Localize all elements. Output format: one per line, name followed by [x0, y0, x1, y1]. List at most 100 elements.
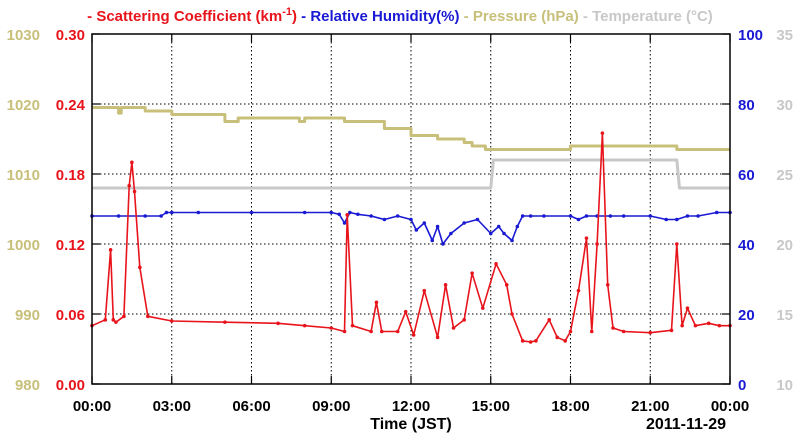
chart-legend: - Scattering Coefficient (km-1) - Relati…: [87, 6, 713, 25]
data-point: [169, 210, 174, 215]
legend-item: - Relative Humidity(%): [297, 8, 460, 25]
data-point: [568, 329, 573, 334]
data-point: [422, 288, 427, 293]
data-point: [329, 210, 334, 215]
data-point: [568, 214, 573, 218]
x-tick-label: 21:00: [631, 398, 669, 415]
temperature-tick-label: 35: [776, 27, 793, 44]
pressure-tick-label: 980: [15, 377, 40, 394]
data-point: [600, 131, 605, 135]
series-scattering-coefficient: [90, 131, 732, 344]
data-point: [249, 210, 254, 215]
x-tick-label: 06:00: [232, 398, 270, 415]
data-point: [504, 283, 509, 287]
humidity-tick-label: 100: [738, 27, 763, 44]
data-point: [563, 339, 567, 343]
data-point: [488, 231, 493, 236]
x-tick-label: 00:00: [73, 398, 111, 415]
data-point: [342, 221, 347, 225]
series-temperature: [92, 158, 730, 190]
data-point: [584, 214, 589, 218]
data-point: [130, 160, 134, 165]
data-point: [449, 231, 453, 236]
data-point: [675, 242, 679, 246]
series-relative-humidity: [90, 210, 732, 246]
pressure-tick-label: 1000: [7, 237, 40, 254]
data-point: [589, 329, 594, 334]
data-point: [122, 314, 126, 319]
data-point: [714, 210, 719, 215]
data-point: [441, 242, 445, 246]
data-point: [114, 320, 118, 324]
data-point: [648, 214, 653, 218]
data-point: [348, 210, 352, 215]
data-point: [605, 283, 610, 287]
pressure-tick-label: 1010: [7, 167, 40, 184]
data-point: [534, 339, 538, 343]
data-point: [302, 323, 307, 328]
pressure-tick-label: 990: [15, 307, 40, 324]
data-point: [510, 238, 514, 243]
data-point: [608, 214, 613, 218]
axis-labels: 98099010001010102010300.000.060.120.180.…: [7, 27, 793, 415]
data-point: [528, 214, 533, 218]
data-point: [621, 329, 626, 334]
data-point: [159, 214, 163, 218]
series-pressure: [92, 106, 730, 151]
data-point: [350, 323, 355, 328]
pressure-tick-label: 1020: [7, 97, 40, 114]
temperature-tick-label: 10: [776, 377, 793, 394]
data-point: [510, 312, 514, 316]
data-point: [595, 242, 599, 246]
data-point: [409, 217, 413, 222]
data-point: [138, 265, 142, 270]
data-point: [443, 283, 448, 287]
temperature-tick-label: 20: [776, 237, 793, 254]
temperature-tick-label: 25: [776, 167, 793, 184]
data-point: [520, 214, 525, 218]
data-point: [103, 318, 108, 322]
data-point: [369, 214, 373, 218]
data-point: [520, 339, 525, 343]
humidity-tick-label: 60: [738, 167, 755, 184]
data-point: [611, 326, 615, 330]
data-point: [685, 214, 690, 218]
data-point: [430, 238, 435, 243]
data-point: [329, 326, 334, 330]
data-point: [696, 214, 700, 218]
data-point: [542, 214, 546, 218]
data-point: [111, 318, 116, 322]
data-point: [379, 329, 384, 334]
series-line: [92, 106, 730, 151]
legend-superscript: -1: [282, 6, 292, 18]
humidity-tick-label: 20: [738, 307, 755, 324]
data-point: [276, 321, 280, 326]
scattering-tick-label: 0.00: [56, 377, 85, 394]
data-point: [502, 231, 506, 236]
scattering-tick-label: 0.30: [56, 27, 85, 44]
data-point: [515, 224, 520, 229]
data-point: [494, 262, 498, 266]
data-point: [196, 210, 201, 215]
humidity-tick-label: 40: [738, 237, 755, 254]
data-point: [422, 221, 427, 225]
data-point: [528, 340, 533, 344]
scattering-tick-label: 0.12: [56, 237, 85, 254]
data-point: [345, 213, 350, 217]
temperature-tick-label: 30: [776, 97, 793, 114]
legend-item: - Pressure (hPa): [460, 8, 579, 25]
data-point: [403, 309, 408, 314]
data-point: [395, 214, 400, 218]
data-point: [706, 321, 711, 326]
data-point: [169, 319, 174, 323]
data-point: [342, 329, 347, 334]
data-point: [116, 214, 121, 218]
data-point: [547, 318, 552, 322]
data-point: [127, 183, 132, 188]
data-point: [555, 335, 560, 340]
x-tick-label: 03:00: [153, 398, 191, 415]
data-point: [369, 329, 373, 334]
data-point: [435, 335, 440, 340]
data-point: [395, 329, 400, 334]
